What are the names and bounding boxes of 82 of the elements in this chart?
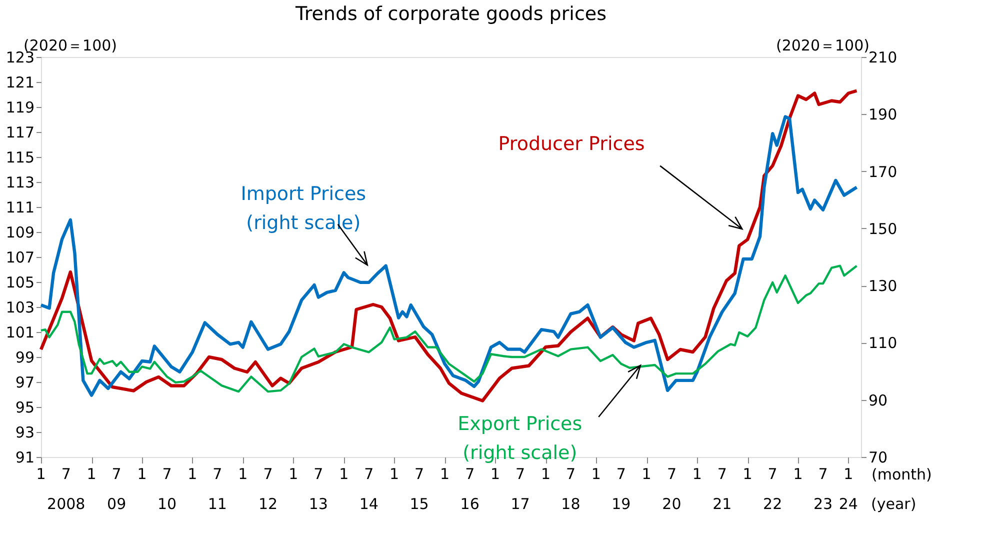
x-tick-label: 1	[339, 465, 349, 483]
y-tick-label: 95	[15, 398, 34, 416]
x2-tick-label: 16	[460, 495, 480, 513]
y2-tick-label: 90	[868, 391, 888, 410]
y-tick-label: 121	[6, 74, 34, 92]
x-tick-label: 7	[414, 465, 424, 483]
x-tick-label: 1	[390, 465, 400, 483]
x2-tick-label: 21	[712, 495, 732, 513]
x2-tick-label: 12	[258, 495, 278, 513]
x-axis-title: (month)	[872, 466, 932, 484]
x-tick-label: 7	[566, 465, 576, 483]
x2-tick-label: 09	[107, 495, 126, 513]
x-tick-label: 7	[263, 465, 273, 483]
y2-tick-label: 70	[868, 448, 888, 466]
x-tick-label: 7	[717, 465, 727, 483]
x-tick-label: 1	[642, 465, 652, 483]
x-tick-label: 1	[86, 465, 96, 483]
x-tick-label: 1	[844, 465, 854, 483]
series-label: Import Prices (right scale)	[240, 183, 366, 234]
x2-tick-label: 13	[308, 495, 328, 513]
y2-tick-label: 150	[868, 220, 898, 238]
y-tick-label: 113	[6, 174, 34, 192]
y-tick-label: 119	[6, 98, 34, 116]
x-tick-label: 1	[440, 465, 450, 483]
x2-tick-label: 10	[157, 495, 177, 513]
y2-tick-label: 210	[868, 48, 898, 66]
x-tick-label: 7	[768, 465, 778, 483]
y2-tick-label: 170	[868, 162, 898, 181]
x-tick-label: 1	[540, 465, 550, 483]
chart-title: Trends of corporate goods prices	[294, 3, 606, 25]
text: Producer Prices	[498, 133, 645, 156]
x2-tick-label: 24	[838, 495, 858, 513]
y-tick-label: 111	[6, 198, 34, 216]
series-label: Export Prices (right scale)	[458, 413, 582, 464]
y-tick-label: 91	[15, 448, 34, 466]
x2-axis-title: (year)	[871, 495, 916, 513]
x-tick-label: 7	[666, 465, 676, 483]
y-tick-label: 97	[15, 374, 34, 392]
y-tick-label: 101	[6, 324, 34, 342]
line-series	[40, 264, 858, 393]
y-tick-label: 93	[15, 424, 34, 442]
y-tick-label: 105	[6, 274, 34, 292]
x-tick-label: 1	[793, 465, 803, 483]
x-tick-label: 1	[188, 465, 198, 483]
x-tick-label: 7	[212, 465, 222, 483]
y-tick-label: 117	[6, 124, 34, 142]
x-tick-label: 7	[616, 465, 626, 483]
x-tick-label: 7	[516, 465, 526, 483]
y-tick-label: 107	[6, 248, 34, 266]
x-tick-label: 1	[137, 465, 147, 483]
x2-tick-label: 2008	[47, 495, 86, 513]
x-tick-label: 1	[692, 465, 702, 483]
x-tick-label: 7	[314, 465, 324, 483]
x-tick-label: 1	[238, 465, 248, 483]
y-tick-label: 99	[15, 348, 34, 366]
x-tick-label: 7	[61, 465, 71, 483]
x2-tick-label: 18	[561, 495, 580, 513]
x2-tick-label: 23	[813, 495, 833, 513]
x2-tick-label: 15	[410, 495, 429, 513]
y-tick-label: 103	[6, 298, 34, 316]
x-tick-label: 1	[490, 465, 500, 483]
x-tick-label: 7	[364, 465, 374, 483]
x-tick-label: 1	[288, 465, 298, 483]
y2-axis-title: (2020＝100)	[776, 36, 870, 54]
x-tick-label: 7	[112, 465, 122, 483]
y-tick-label: 109	[6, 224, 34, 242]
y2-tick-label: 130	[868, 277, 898, 296]
x-tick-label: 1	[36, 465, 46, 483]
x2-tick-label: 19	[612, 495, 631, 513]
x-tick-label: 1	[742, 465, 752, 483]
x2-tick-label: 17	[510, 495, 530, 513]
x2-tick-label: 14	[359, 495, 378, 513]
x-tick-label: 7	[818, 465, 828, 483]
y2-tick-label: 190	[868, 106, 898, 124]
y2-tick-label: 110	[868, 334, 898, 352]
x2-tick-label: 20	[662, 495, 682, 513]
x2-tick-label: 11	[208, 495, 227, 513]
x-tick-label: 1	[591, 465, 601, 483]
x-tick-label: 7	[162, 465, 172, 483]
x2-tick-label: 22	[763, 495, 782, 513]
x-tick-label: 7	[465, 465, 475, 483]
y-tick-label: 115	[6, 148, 34, 166]
